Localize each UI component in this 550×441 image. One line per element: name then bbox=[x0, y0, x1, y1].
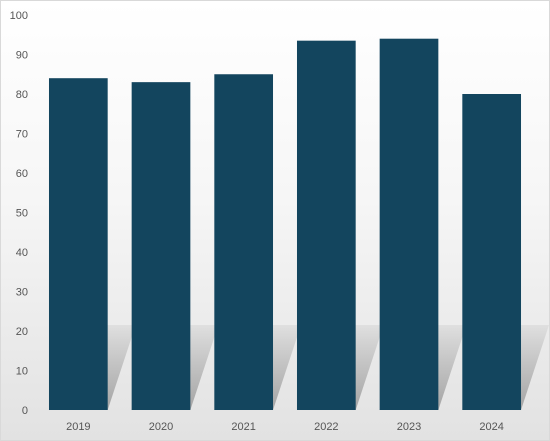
y-tick-label: 20 bbox=[16, 326, 28, 338]
y-tick-label: 40 bbox=[16, 247, 28, 259]
y-tick-label: 0 bbox=[22, 405, 28, 417]
y-tick-label: 50 bbox=[16, 208, 28, 220]
bar-2021 bbox=[214, 74, 274, 410]
x-tick-label: 2019 bbox=[66, 421, 90, 433]
bar-2023 bbox=[379, 38, 439, 410]
x-tick-label: 2024 bbox=[479, 421, 503, 433]
x-tick-label: 2021 bbox=[231, 421, 255, 433]
y-tick-label: 60 bbox=[16, 168, 28, 180]
y-tick-label: 10 bbox=[16, 366, 28, 378]
bar-2019 bbox=[48, 78, 108, 410]
x-axis: 2019 2020 2021 2022 2023 2024 bbox=[66, 421, 504, 433]
bars bbox=[48, 38, 522, 411]
y-tick-label: 90 bbox=[16, 50, 28, 62]
x-tick-label: 2023 bbox=[397, 421, 421, 433]
bar-2024 bbox=[462, 94, 522, 410]
y-axis: 0 10 20 30 40 50 60 70 80 90 100 bbox=[10, 10, 28, 417]
y-tick-label: 80 bbox=[16, 89, 28, 101]
x-tick-label: 2020 bbox=[149, 421, 173, 433]
x-tick-label: 2022 bbox=[314, 421, 338, 433]
bar-2022 bbox=[296, 40, 356, 411]
y-tick-label: 30 bbox=[16, 287, 28, 299]
y-tick-label: 70 bbox=[16, 129, 28, 141]
bar-2020 bbox=[131, 82, 191, 411]
y-tick-label: 100 bbox=[10, 10, 28, 22]
